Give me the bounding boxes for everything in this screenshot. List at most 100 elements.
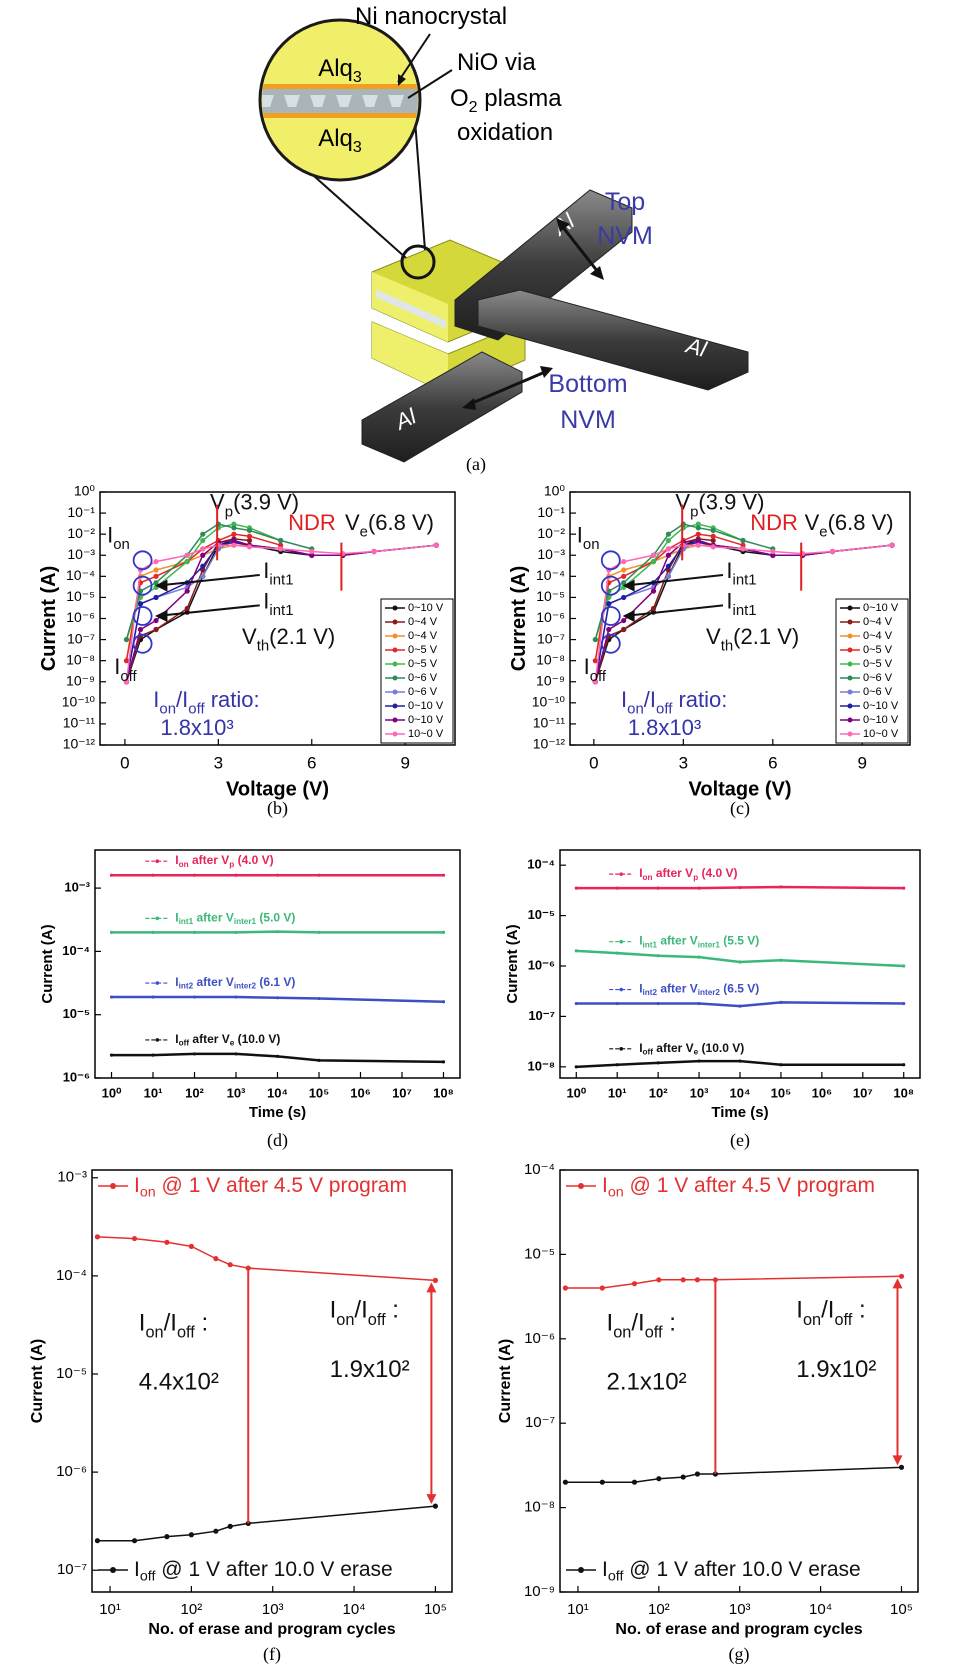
caption: (c) <box>730 798 750 819</box>
diagram-label: Ni nanocrystal <box>355 3 507 30</box>
label-part: Alq <box>318 125 353 152</box>
layer <box>262 113 418 118</box>
text-part: p <box>229 860 234 869</box>
legend-label: Ion after Vp (4.0 V) <box>175 853 273 869</box>
data-point <box>621 617 627 624</box>
arrow-head <box>556 218 570 232</box>
text-part: I <box>139 1309 146 1336</box>
legend-label: 0~4 V <box>863 616 893 628</box>
x-axis-label: No. of erase and program cycles <box>148 1621 395 1638</box>
annotation: Ioff <box>114 654 137 685</box>
text-part: I <box>175 853 178 867</box>
text-part: e <box>819 524 827 541</box>
x-tick-label: 10⁵ <box>309 1085 330 1100</box>
stack-layer <box>376 289 446 329</box>
text-part: 4.4x10² <box>139 1368 219 1395</box>
legend-marker <box>392 731 398 737</box>
al-bar-bottom <box>361 351 523 463</box>
data-point <box>153 567 159 573</box>
data-point <box>246 544 253 550</box>
legend-label: Iint2 after Vinter2 (6.5 V) <box>639 982 759 998</box>
data-point <box>123 636 130 643</box>
data-point <box>227 1262 233 1268</box>
data-point <box>665 573 672 579</box>
y-tick-label: 10⁻¹⁰ <box>62 694 96 710</box>
data-point <box>275 1054 280 1058</box>
annotation: Ion/Ioff : <box>796 1297 865 1329</box>
legend-label: Ioff @ 1 V after 10.0 V erase <box>602 1558 861 1585</box>
legend-marker <box>392 689 398 695</box>
data-point <box>441 1060 446 1064</box>
y-tick-label: 10⁻⁹ <box>66 672 95 688</box>
diagram-label: Alq3 <box>318 55 362 86</box>
data-point <box>317 1058 321 1062</box>
data-point <box>631 1479 638 1485</box>
legend-label: Ion after Vp (4.0 V) <box>639 866 737 882</box>
legend-marker <box>392 647 398 653</box>
arrow-head <box>622 579 635 592</box>
text-part: (3.9 V) <box>698 490 764 515</box>
text-part: (5.5 V) <box>720 934 759 948</box>
data-point <box>231 525 237 531</box>
y-tick-label: 10⁻⁶ <box>524 1330 555 1347</box>
x-tick-label: 10² <box>648 1601 670 1618</box>
data-point <box>621 594 627 601</box>
y-tick-label: 10⁻⁹ <box>524 1583 555 1600</box>
data-point <box>153 594 159 601</box>
data-point <box>695 542 701 548</box>
data-point <box>231 537 237 544</box>
data-point <box>184 552 190 558</box>
legend-marker <box>578 1567 584 1573</box>
text-part: 0~10 V <box>408 700 444 712</box>
data-point <box>234 873 238 877</box>
text-part: I <box>175 911 178 925</box>
diagram-label: Alq3 <box>318 125 362 156</box>
data-point <box>656 954 660 958</box>
data-point <box>137 626 144 633</box>
y-tick-label: 10⁻⁹ <box>536 672 565 688</box>
legend-label: Iint1 after Vinter1 (5.5 V) <box>639 934 759 950</box>
y-tick-label: 10⁻¹ <box>67 504 95 520</box>
caption: (g) <box>729 1644 750 1665</box>
text-part: (6.8 V) <box>828 510 894 535</box>
text-part: (6.5 V) <box>720 982 759 996</box>
diagram-label: Top <box>605 188 645 216</box>
data-point <box>889 542 895 548</box>
y-tick-label: 10⁻⁸ <box>528 1058 555 1073</box>
text-part: 1.9x10² <box>796 1356 876 1383</box>
x-tick-label: 10⁶ <box>812 1085 832 1100</box>
arrow-head <box>590 266 604 280</box>
data-point <box>231 521 237 527</box>
diagram-label: NVM <box>597 222 653 250</box>
text-part: 0~6 V <box>408 672 438 684</box>
legend-marker <box>847 731 853 737</box>
text-part: I <box>175 1032 178 1046</box>
data-point <box>665 552 672 558</box>
text-part: @ 1 V after 4.5 V program <box>156 1174 407 1197</box>
text-part: /I <box>631 1309 644 1336</box>
legend-marker <box>847 675 853 681</box>
y-tick-label: 10⁻³ <box>67 546 95 562</box>
layer <box>262 84 418 89</box>
annotation: NDR <box>750 510 798 535</box>
device-diagram: Alq3 Alq3 Ni nanocrystal NiO via O2 plas… <box>258 3 749 475</box>
text-part: 0~10 V <box>408 602 444 614</box>
y-tick-label: 10⁻³ <box>537 546 565 562</box>
annotation: Ion <box>577 523 600 554</box>
data-point <box>275 873 280 877</box>
annotation: 4.4x10² <box>139 1368 219 1395</box>
data-point <box>151 873 155 877</box>
text-part: int1 <box>733 572 757 589</box>
legend-label: 0~4 V <box>408 616 438 628</box>
text-part: 10~0 V <box>863 728 899 740</box>
text-part: I <box>639 982 642 996</box>
state-circle <box>600 606 621 626</box>
y-tick-label: 10⁻⁷ <box>525 1414 555 1431</box>
y-tick-label: 10⁰ <box>74 483 96 499</box>
text-part: 0~5 V <box>408 644 438 656</box>
state-circle <box>132 606 153 626</box>
text-part: 0~5 V <box>408 658 438 670</box>
data-point <box>665 531 672 537</box>
text-part: @ 1 V after 10.0 V erase <box>623 1558 860 1581</box>
text-part: (4.0 V) <box>698 866 737 880</box>
